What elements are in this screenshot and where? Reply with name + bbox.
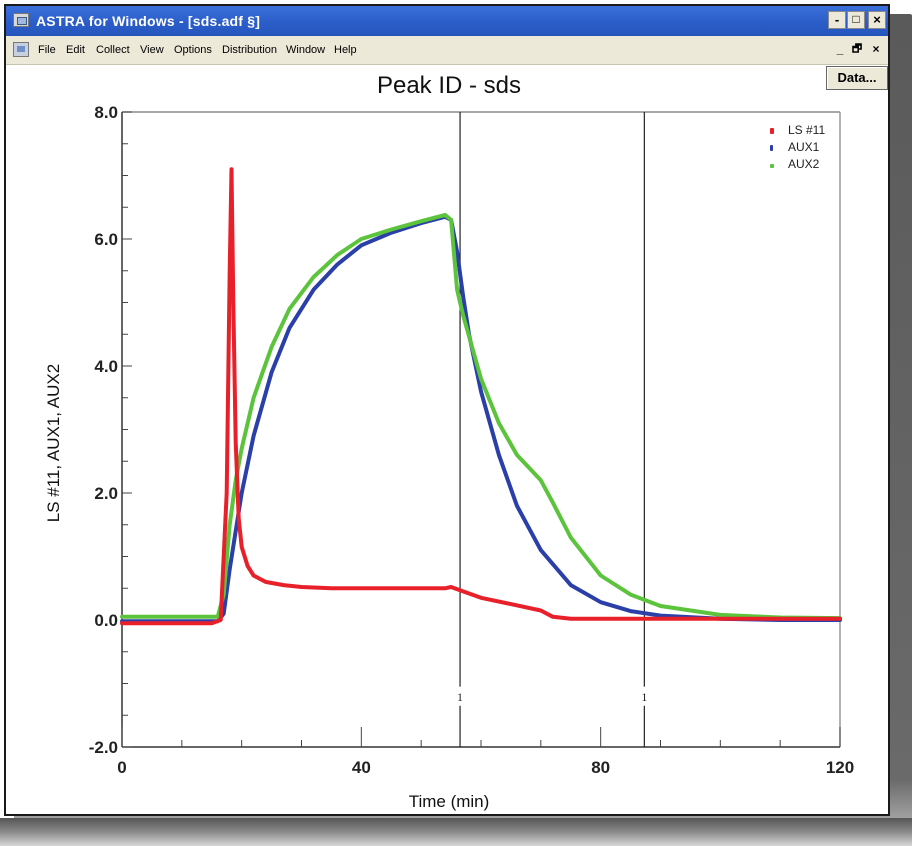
legend-item-aux2: AUX2 <box>764 156 825 173</box>
svg-text:120: 120 <box>826 758 854 777</box>
svg-text:40: 40 <box>352 758 371 777</box>
x-axis-label: Time (min) <box>408 792 490 811</box>
document-icon[interactable] <box>13 42 29 57</box>
maximize-button[interactable]: □ <box>847 11 865 29</box>
svg-text:0: 0 <box>117 758 126 777</box>
legend-item-ls11: LS #11 <box>764 122 825 139</box>
legend-item-aux1: AUX1 <box>764 139 825 156</box>
y-axis-label: LS #11, AUX1, AUX2 <box>44 363 63 523</box>
child-restore-button[interactable]: 🗗 <box>849 43 865 58</box>
svg-text:2.0: 2.0 <box>94 484 118 503</box>
menu-window[interactable]: Window <box>286 44 326 56</box>
tick-labels: 8.0 6.0 4.0 2.0 0.0 -2.00 40 80 120 <box>89 103 854 777</box>
window-title: ASTRA for Windows - [sds.adf §] <box>36 13 261 29</box>
menu-distribution[interactable]: Distribution <box>222 44 278 56</box>
svg-text:4.0: 4.0 <box>94 357 118 376</box>
legend-swatch-aux1 <box>770 145 773 151</box>
menu-file[interactable]: File <box>38 44 56 56</box>
window-shadow-bottom <box>0 818 912 846</box>
menu-view[interactable]: View <box>140 44 164 56</box>
svg-text:6.0: 6.0 <box>94 230 118 249</box>
minimize-button[interactable]: - <box>828 11 846 29</box>
svg-text:80: 80 <box>591 758 610 777</box>
svg-text:-2.0: -2.0 <box>89 738 118 757</box>
child-close-button[interactable]: × <box>868 43 884 58</box>
chart-title: Peak ID - sds <box>376 72 522 99</box>
svg-text:0.0: 0.0 <box>94 611 118 630</box>
astra-window: ASTRA for Windows - [sds.adf §] - □ × Fi… <box>4 4 890 816</box>
legend-swatch-ls11 <box>770 128 774 134</box>
menu-edit[interactable]: Edit <box>66 44 85 56</box>
svg-text:8.0: 8.0 <box>94 103 118 122</box>
close-button[interactable]: × <box>868 11 886 29</box>
svg-text:1: 1 <box>457 690 463 704</box>
data-button[interactable]: Data... <box>826 66 888 90</box>
legend-swatch-aux2 <box>770 164 774 168</box>
svg-text:1: 1 <box>641 690 647 704</box>
menu-bar: File Edit Collect View Options Distribut… <box>6 36 888 65</box>
menu-collect[interactable]: Collect <box>96 44 130 56</box>
menu-help[interactable]: Help <box>334 44 357 56</box>
title-bar[interactable]: ASTRA for Windows - [sds.adf §] - □ × <box>6 6 888 36</box>
app-icon[interactable] <box>13 13 29 27</box>
menu-options[interactable]: Options <box>174 44 212 56</box>
child-minimize-button[interactable]: _ <box>832 43 848 58</box>
chart-legend: LS #11 AUX1 AUX2 <box>764 122 825 173</box>
chart-axes <box>121 111 841 748</box>
chart-series <box>120 167 842 626</box>
